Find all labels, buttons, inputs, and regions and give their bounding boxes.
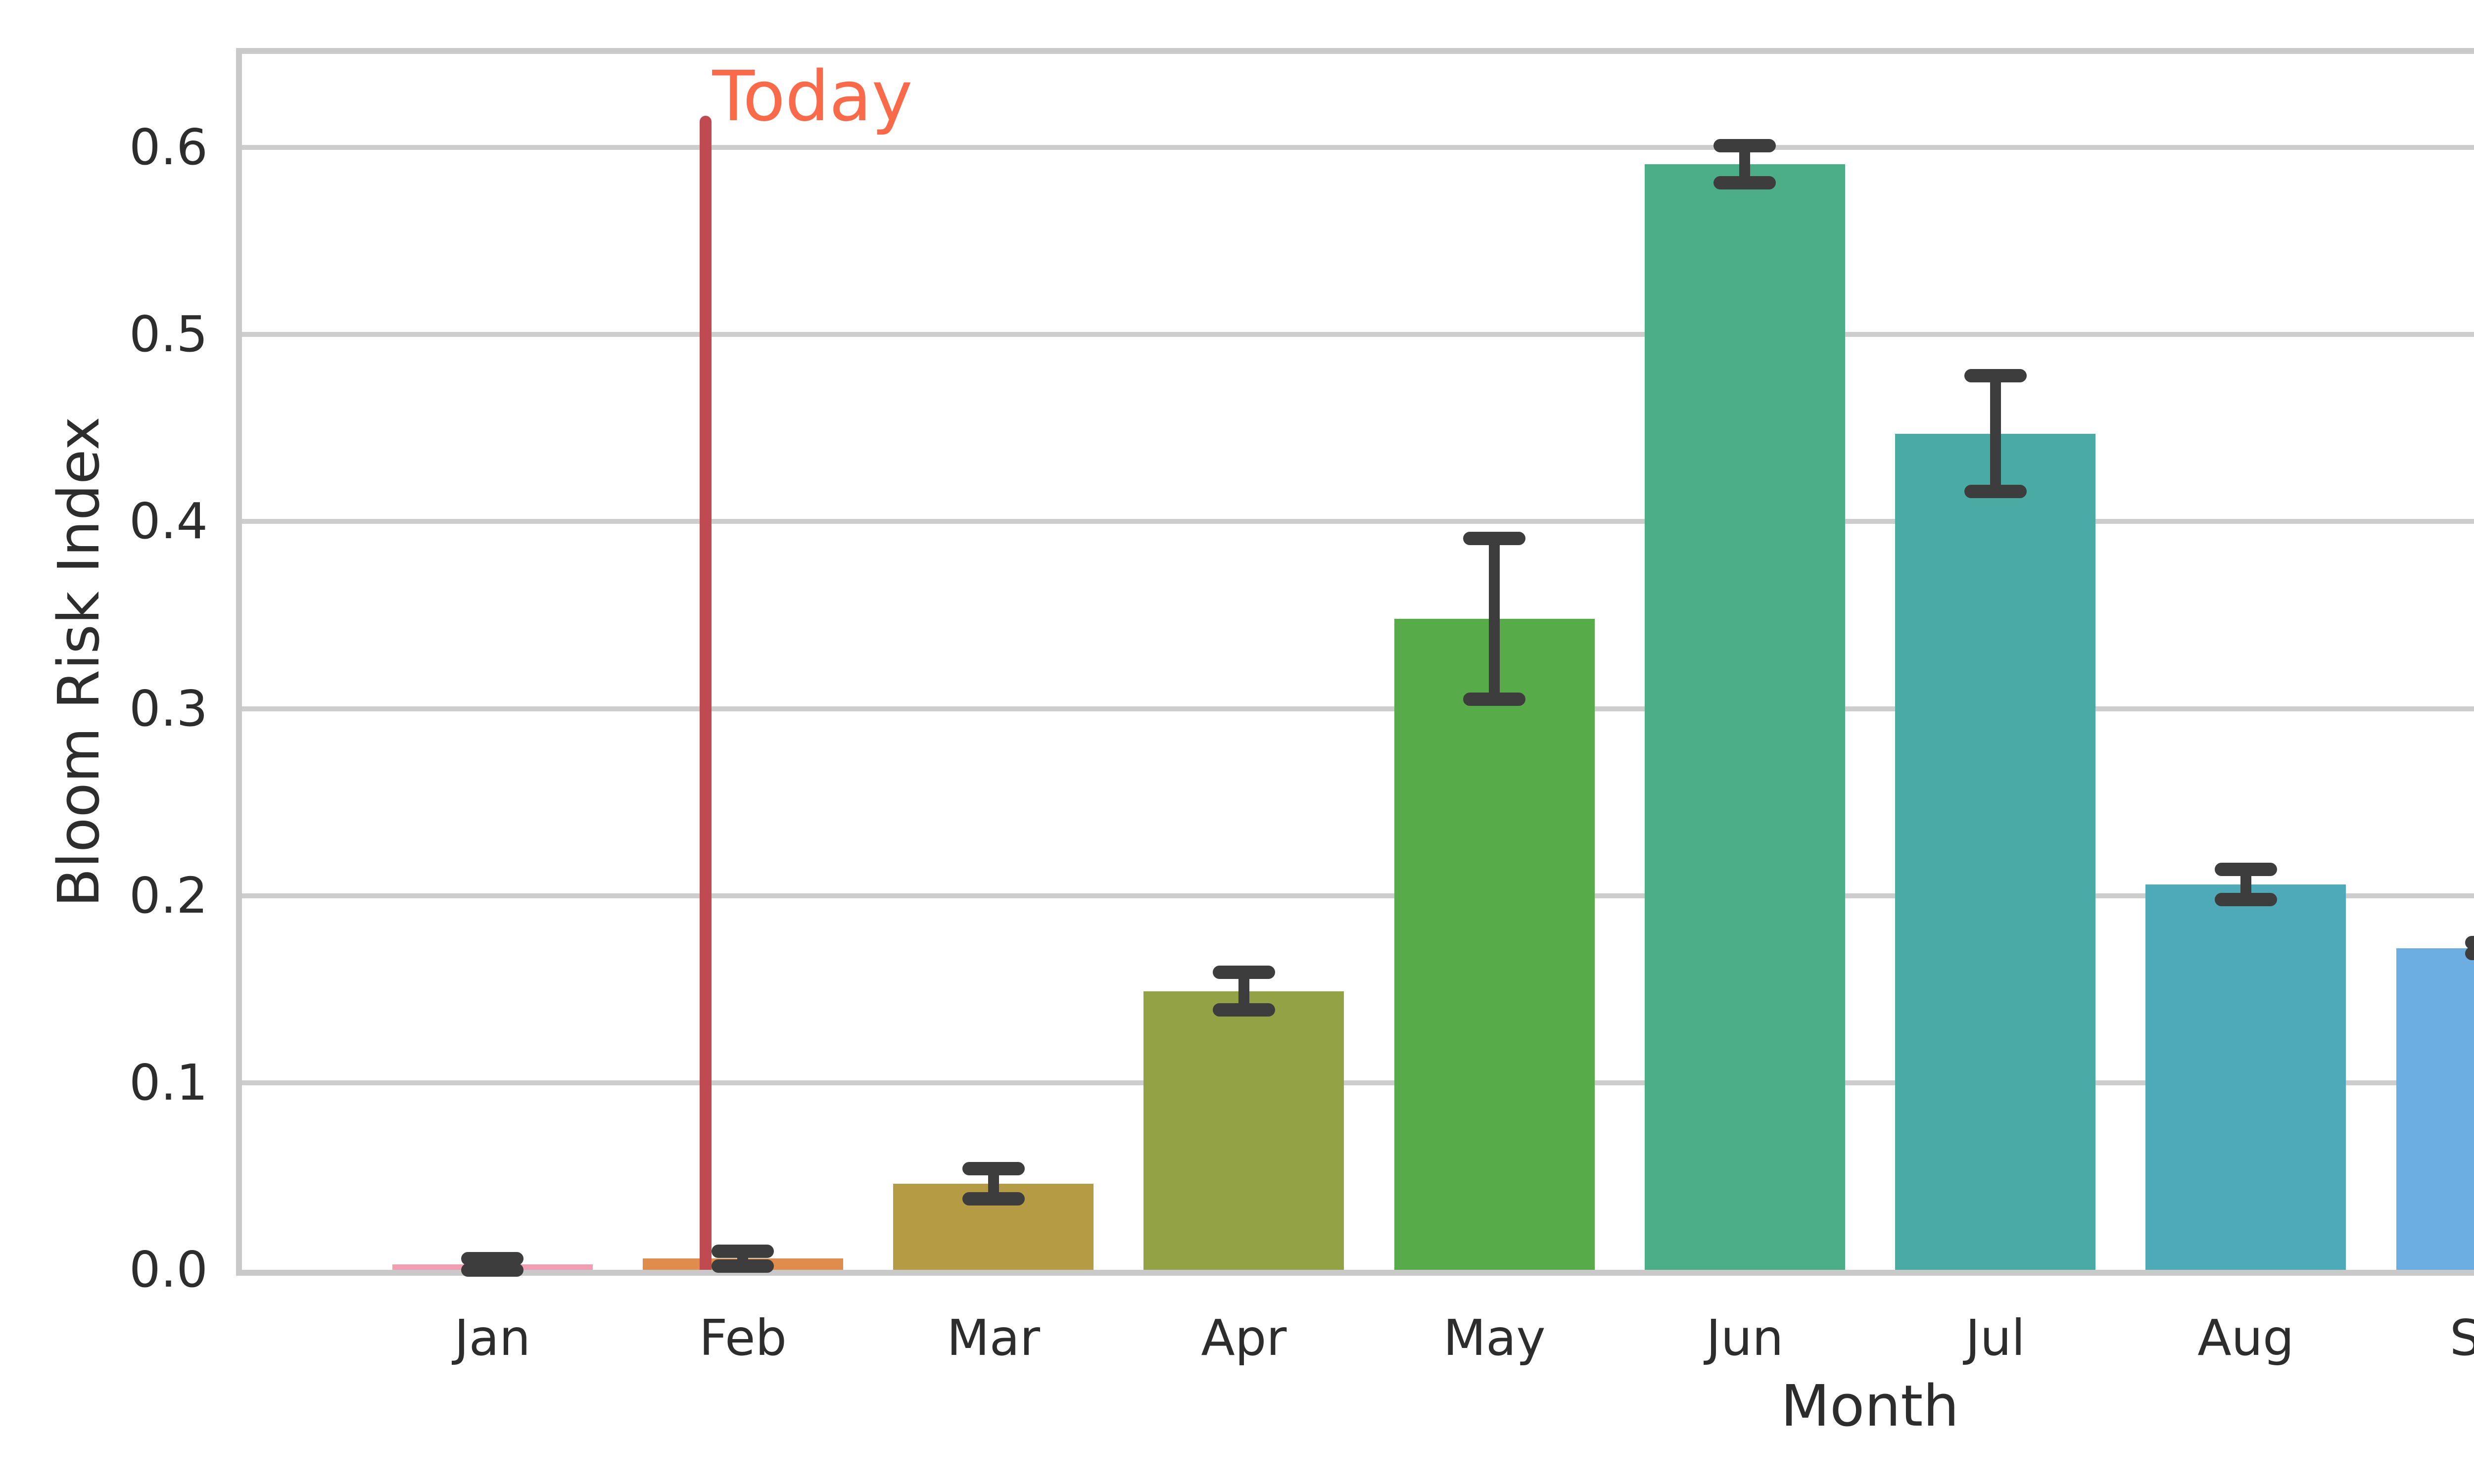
xtick-aug: Aug [2197, 1309, 2294, 1367]
errorbar-cap-jun [1713, 139, 1776, 152]
bar-jul [1895, 433, 2096, 1270]
gridline-0.3 [242, 706, 2474, 711]
gridline-0.4 [242, 519, 2474, 524]
errorbar-line-may [1489, 538, 1500, 699]
ytick-0.5: 0.5 [129, 305, 208, 364]
errorbar-line-aug [2240, 869, 2251, 900]
errorbar-cap-feb [712, 1244, 774, 1258]
errorbar-cap-jul [1964, 485, 2027, 499]
today-vertical-line [699, 115, 712, 1270]
errorbar-line-jun [1739, 145, 1751, 183]
xtick-may: May [1443, 1309, 1546, 1367]
errorbar-cap-may [1463, 693, 1526, 706]
errorbar-line-jul [1990, 375, 2001, 492]
gridline-0.6 [242, 145, 2474, 150]
errorbar-cap-jun [1713, 176, 1776, 190]
gridline-0.1 [242, 1080, 2474, 1085]
xtick-feb: Feb [699, 1309, 787, 1367]
bar-sep [2396, 948, 2474, 1270]
errorbar-cap-apr [1212, 966, 1275, 979]
plot-inner: Today [242, 54, 2474, 1277]
errorbar-cap-jan [461, 1252, 524, 1265]
xtick-apr: Apr [1201, 1309, 1287, 1367]
x-axis-label: Month [1780, 1373, 1959, 1439]
bar-aug [2145, 884, 2346, 1270]
errorbar-cap-jan [461, 1263, 524, 1277]
gridline-0.2 [242, 893, 2474, 898]
plot-area: Today [236, 48, 2474, 1277]
xtick-mar: Mar [947, 1309, 1041, 1367]
xtick-sep: Sep [2449, 1309, 2474, 1367]
today-annotation: Today [712, 56, 913, 137]
bar-may [1394, 619, 1595, 1270]
errorbar-cap-sep [2465, 947, 2474, 961]
y-axis-label: Bloom Risk Index [46, 417, 112, 907]
errorbar-cap-aug [2214, 892, 2277, 906]
errorbar-cap-apr [1212, 1003, 1275, 1017]
ytick-0.0: 0.0 [129, 1241, 208, 1298]
errorbar-line-apr [1238, 972, 1249, 1010]
ytick-0.1: 0.1 [129, 1053, 208, 1112]
ytick-0.2: 0.2 [129, 866, 208, 925]
xtick-jun: Jun [1706, 1309, 1784, 1367]
errorbar-cap-may [1463, 531, 1526, 545]
errorbar-cap-mar [962, 1162, 1025, 1176]
xtick-jul: Jul [1965, 1309, 2025, 1367]
ytick-0.4: 0.4 [129, 492, 208, 551]
errorbar-cap-sep [2465, 935, 2474, 949]
errorbar-cap-aug [2214, 863, 2277, 877]
errorbar-cap-feb [712, 1259, 774, 1273]
gridline-0.5 [242, 332, 2474, 337]
bar-jun [1644, 164, 1845, 1270]
ytick-0.6: 0.6 [129, 118, 208, 177]
errorbar-line-mar [988, 1168, 999, 1199]
bar-apr [1143, 991, 1344, 1270]
xtick-jan: Jan [454, 1309, 531, 1367]
errorbar-cap-mar [962, 1192, 1025, 1206]
errorbar-cap-jul [1964, 369, 2027, 382]
ytick-0.3: 0.3 [129, 679, 208, 738]
